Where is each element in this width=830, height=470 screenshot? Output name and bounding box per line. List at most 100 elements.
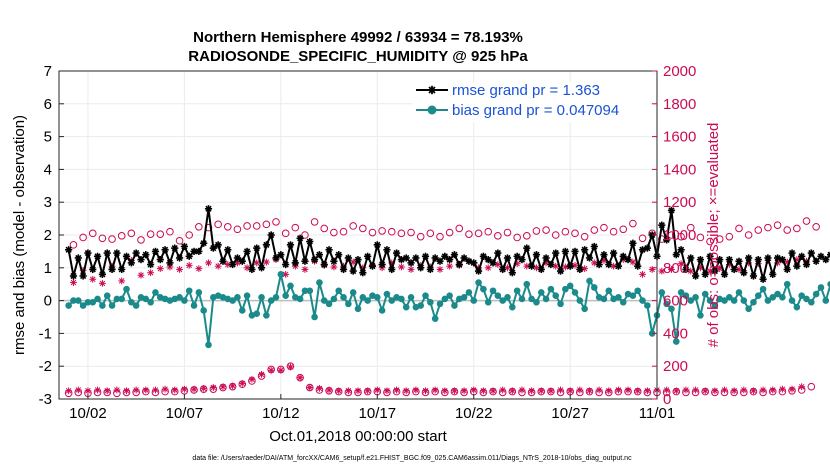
obs-evaluated-point [180, 385, 188, 393]
rmse-point [499, 265, 507, 274]
obs-evaluated-point [118, 277, 126, 285]
obs-evaluated-point [518, 386, 526, 394]
obs-possible-point [233, 225, 242, 234]
bias-point [672, 338, 680, 345]
obs-evaluated-point [137, 271, 145, 279]
rmse-point [282, 260, 290, 269]
bias-point [398, 295, 405, 303]
legend-marker-bias [427, 105, 437, 115]
obs-evaluated-point [99, 279, 106, 287]
obs-evaluated-point [648, 266, 656, 273]
bias-point [238, 307, 246, 314]
bias-point [528, 295, 535, 303]
rmse-point [233, 254, 242, 262]
bias-point [282, 292, 289, 299]
bias-point [142, 295, 150, 303]
rmse-point [200, 239, 208, 247]
rmse-point [277, 251, 285, 259]
obs-evaluated-point [441, 387, 449, 395]
bias-point [518, 295, 526, 303]
rmse-point [436, 257, 444, 265]
rmse-point [450, 251, 459, 259]
obs-possible-point [416, 232, 425, 241]
rmse-point [547, 260, 555, 269]
bias-point [263, 312, 270, 319]
bias-point [407, 294, 415, 301]
rmse-point [65, 246, 73, 254]
bias-point [267, 297, 275, 304]
obs-possible-point [696, 233, 705, 242]
obs-evaluated-point [769, 386, 777, 394]
bias-point [677, 289, 685, 296]
y-tick-label: -3 [39, 391, 52, 408]
rmse-point [127, 259, 135, 267]
obs-possible-point [793, 224, 801, 233]
rmse-point [253, 244, 261, 252]
bias-point [663, 300, 670, 308]
obs-possible-point [807, 382, 816, 391]
rmse-point [151, 247, 160, 255]
bias-point [533, 298, 540, 306]
bias-point [730, 297, 738, 304]
rmse-point [209, 244, 217, 252]
bias-point [499, 297, 506, 304]
obs-evaluated-point [171, 386, 179, 394]
obs-possible-point [580, 232, 589, 241]
y2-tick-label: 1400 [663, 161, 696, 178]
obs-possible-point [735, 224, 743, 233]
obs-evaluated-point [557, 386, 564, 394]
rmse-point [407, 259, 415, 267]
rmse-point [735, 257, 743, 265]
obs-possible-point [522, 232, 531, 240]
obs-possible-point [812, 223, 820, 231]
obs-evaluated-point [316, 384, 323, 392]
bias-point [229, 297, 236, 304]
obs-evaluated-point [663, 386, 671, 394]
bias-point [147, 298, 154, 306]
rmse-point [812, 257, 820, 265]
rmse-point [171, 244, 179, 252]
rmse-point [364, 252, 372, 260]
bias-point [576, 297, 584, 304]
rmse-point [98, 270, 107, 278]
obs-evaluated-point [209, 384, 217, 391]
bias-point [605, 287, 613, 295]
bias-point [200, 307, 207, 314]
obs-possible-point [359, 224, 367, 233]
obs-evaluated-point [354, 387, 362, 395]
bias-point [431, 315, 439, 322]
bias-point [586, 277, 593, 285]
obs-evaluated-point [759, 386, 767, 394]
bias-point [619, 298, 627, 306]
bias-point [94, 295, 101, 303]
rmse-point [446, 256, 454, 264]
rmse-point [310, 256, 319, 264]
bias-point [475, 279, 482, 286]
bias-point [779, 294, 786, 301]
obs-evaluated-point [571, 261, 579, 269]
bias-point [759, 285, 767, 293]
bias-point [557, 300, 564, 308]
obs-possible-point [330, 228, 338, 237]
obs-evaluated-point [142, 386, 150, 394]
rmse-point [807, 249, 815, 257]
bias-point [128, 298, 135, 306]
obs-possible-point [503, 228, 512, 237]
bias-point [629, 292, 637, 299]
bias-point [185, 287, 193, 295]
rmse-point [643, 244, 651, 252]
bias-point [320, 297, 328, 304]
rmse-point [585, 254, 594, 262]
bias-point [513, 287, 521, 295]
bias-point [547, 285, 555, 293]
bias-point [774, 290, 781, 298]
obs-evaluated-point [547, 387, 555, 395]
obs-possible-point [542, 226, 550, 234]
rmse-point [817, 252, 825, 260]
obs-possible-point [754, 226, 763, 234]
bias-point [615, 294, 622, 301]
bias-point [687, 297, 695, 304]
bias-point [311, 313, 318, 321]
obs-possible-point [262, 220, 271, 229]
rmse-point [600, 251, 608, 259]
